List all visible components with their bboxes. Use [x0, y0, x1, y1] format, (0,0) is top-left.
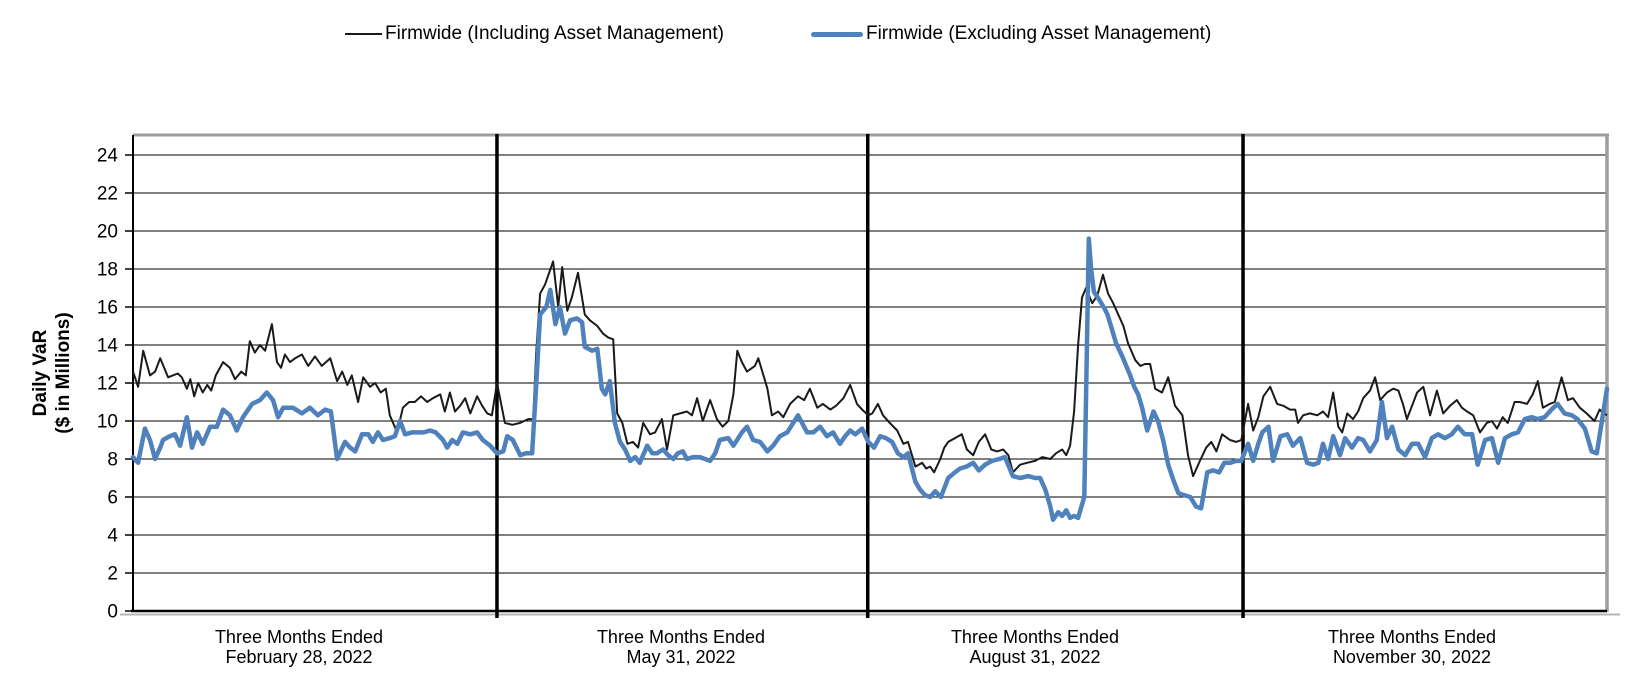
y-tick-label: 22: [97, 184, 118, 205]
x-label-q1-line1: Three Months Ended: [214, 627, 384, 647]
legend-item-excluding: Firmwide (Excluding Asset Management): [810, 23, 1212, 45]
y-tick-label: 2: [107, 564, 118, 585]
x-label-q4: Three Months Ended November 30, 2022: [1242, 627, 1582, 667]
legend-item-including: Firmwide (Including Asset Management): [345, 23, 724, 45]
y-tick-label: 0: [107, 602, 118, 623]
y-axis-title-line2: ($ in Millions): [53, 312, 74, 434]
legend-label-including: Firmwide (Including Asset Management): [385, 23, 724, 44]
y-tick-label: 12: [97, 374, 118, 395]
legend: Firmwide (Including Asset Management) Fi…: [345, 20, 1211, 48]
black-line-sample-icon: [345, 33, 382, 35]
x-label-q3-line2: August 31, 2022: [969, 647, 1101, 667]
x-label-q2: Three Months Ended May 31, 2022: [511, 627, 851, 667]
x-label-q3: Three Months Ended August 31, 2022: [865, 627, 1205, 667]
series-line-firmwide-including: [132, 260, 1608, 478]
x-label-q2-line1: Three Months Ended: [596, 627, 766, 647]
y-tick-label: 8: [107, 450, 118, 471]
x-label-q4-line1: Three Months Ended: [1327, 627, 1497, 647]
y-tick-label: 14: [97, 336, 119, 357]
y-tick-label: 4: [107, 526, 118, 547]
y-axis-title-line1: Daily VaR: [30, 329, 51, 417]
x-label-q3-line1: Three Months Ended: [950, 627, 1120, 647]
x-label-q4-line2: November 30, 2022: [1332, 647, 1492, 667]
y-tick-label: 20: [97, 222, 118, 243]
y-tick-label: 16: [97, 298, 118, 319]
blue-line-sample-icon: [810, 31, 863, 37]
y-tick-label: 10: [97, 412, 118, 433]
legend-label-excluding: Firmwide (Excluding Asset Management): [865, 23, 1212, 44]
y-tick-label: 6: [107, 488, 118, 509]
x-label-q2-line2: May 31, 2022: [626, 647, 736, 667]
x-label-q1-line2: February 28, 2022: [225, 647, 373, 667]
y-tick-label: 24: [97, 146, 119, 167]
x-label-q1: Three Months Ended February 28, 2022: [129, 627, 469, 667]
series-line-firmwide-excluding: [130, 236, 1610, 523]
y-tick-label: 18: [97, 260, 118, 281]
y-axis-title: Daily VaR ($ in Millions): [29, 213, 75, 533]
